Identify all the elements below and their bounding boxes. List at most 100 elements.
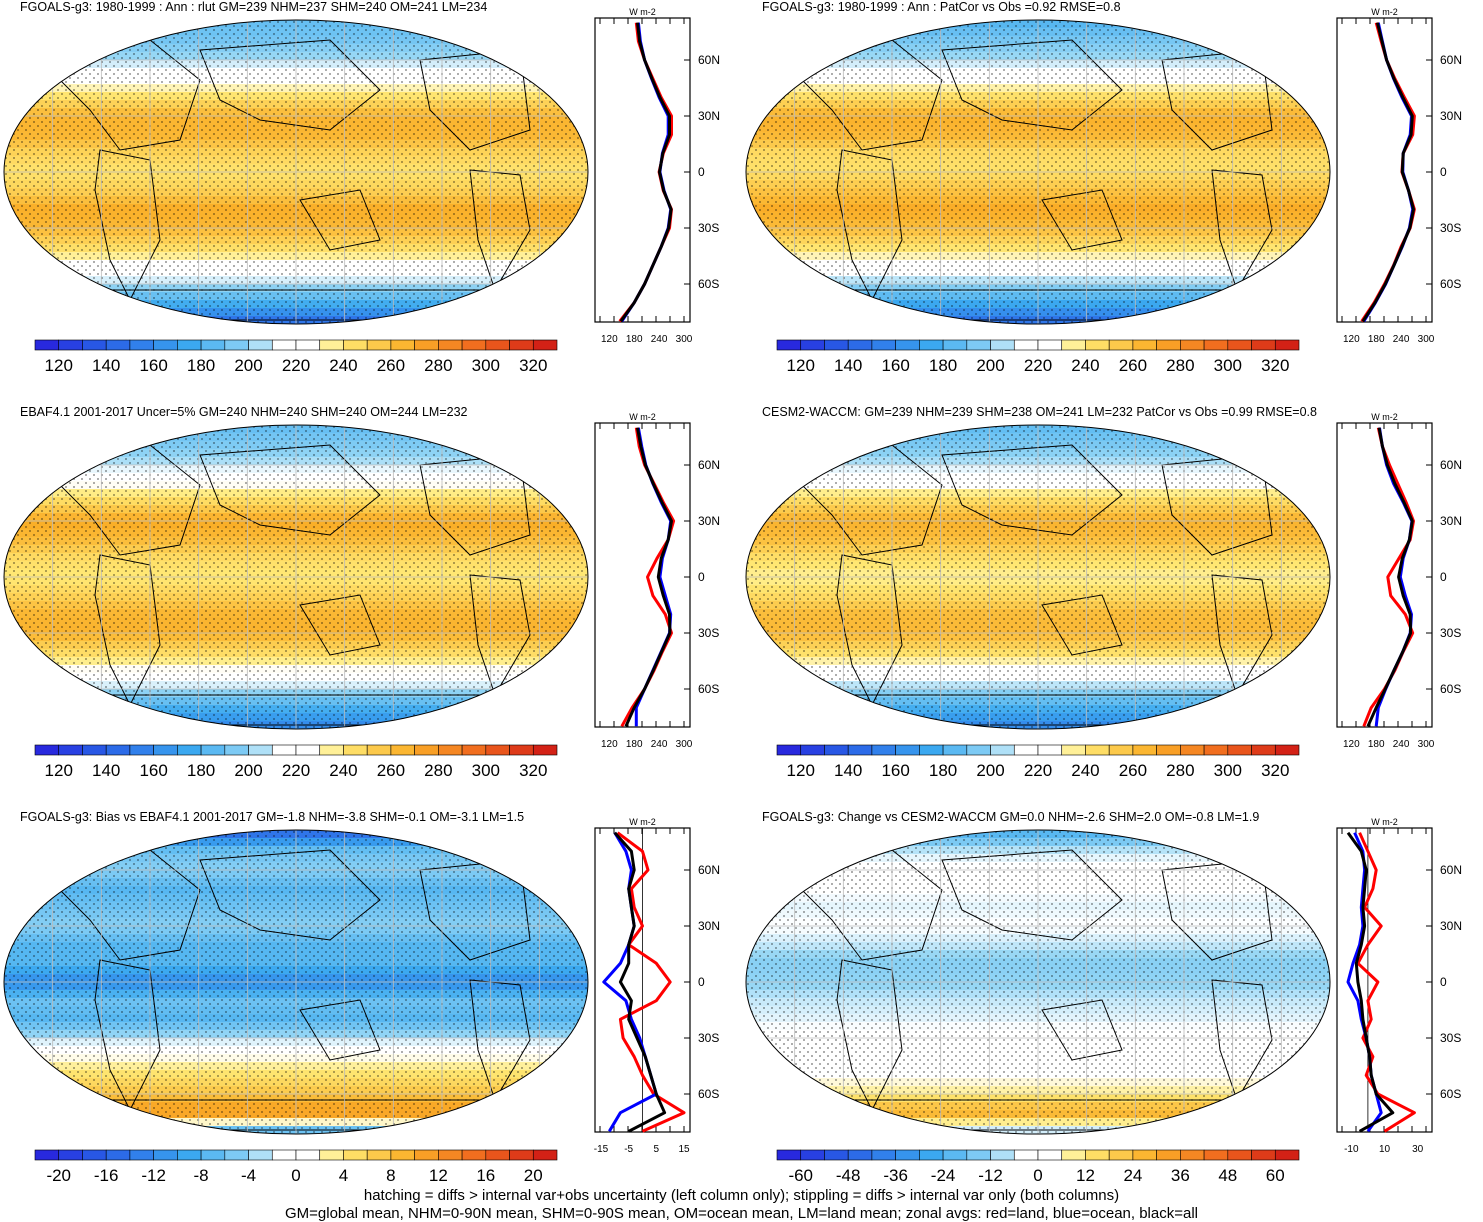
zonal-xtick-label: 300 [676,739,693,750]
zonal-xtick-label: 240 [1393,739,1410,750]
colorbar-box [532,339,558,351]
colorbar-label: -24 [931,1166,956,1185]
panel-figure: 120 140 160 180 200 220 240 260 280 300 320 W m-2 60… [745,412,1462,780]
colorbar-box [776,339,802,351]
panel-title: EBAF4.1 2001-2017 Uncer=5% GM=240 NHM=24… [20,405,468,419]
colorbar-label: -16 [94,1166,119,1185]
colorbar-box [343,744,368,756]
zonal-xtick-label: 5 [654,1144,660,1155]
colorbar-box [1037,339,1063,351]
colorbar-box [966,339,991,351]
colorbar-label: 48 [1218,1166,1237,1185]
continent-outline [199,849,381,941]
zonal-ytick-label: 60N [698,53,720,67]
colorbar-label: 0 [1033,1166,1042,1185]
colorbar-box [129,339,154,351]
colorbar-box [82,339,107,351]
continent-outline [299,999,381,1061]
zonal-xtick-label: 120 [1343,739,1360,750]
map-border [745,19,1331,325]
colorbar-box [438,744,463,756]
colorbar-box [390,339,415,351]
zonal-ytick-label: 30S [698,221,719,235]
colorbar-box [919,744,944,756]
colorbar-box [200,744,226,756]
colorbar-label: 120 [787,356,815,375]
colorbar-label: 120 [45,761,73,780]
zonal-xtick-label: 180 [626,334,643,345]
colorbar-label: 220 [282,761,310,780]
colorbar-box [532,744,558,756]
zonal-ytick-label: 60S [698,682,719,696]
zonal-xtick-label: 240 [651,334,668,345]
colorbar-label: 120 [787,761,815,780]
colorbar-label: 0 [291,1166,300,1185]
colorbar-box [414,1149,439,1161]
zonal-ytick-label: 0 [1440,570,1447,584]
continent-outline [1041,999,1123,1061]
colorbar-box [800,1149,825,1161]
zonal-frame [1336,827,1433,1133]
panel-4: CESM2-WACCM: GM=239 NHM=239 SHM=238 OM=2… [742,405,1482,810]
colorbar-label: 140 [92,356,120,375]
continent-outline [941,849,1123,941]
continent-outline [941,39,1123,131]
zonal-unit-label: W m-2 [1371,7,1398,17]
colorbar-label: 16 [476,1166,495,1185]
colorbar-label: -20 [46,1166,71,1185]
colorbar-box [509,339,534,351]
colorbar-label: -12 [141,1166,166,1185]
panel-title: FGOALS-g3: Change vs CESM2-WACCM GM=0.0 … [762,810,1260,824]
zonal-xtick-label: 180 [1368,739,1385,750]
colorbar-box [1061,744,1086,756]
colorbar-label: 320 [519,356,547,375]
colorbar-box [485,339,510,351]
zonal-series-all [1366,427,1414,727]
zonal-ytick-label: 30N [1440,109,1462,123]
colorbar-box [824,1149,849,1161]
colorbar-box [271,744,297,756]
colorbar-box [438,1149,463,1161]
colorbar-box [82,744,107,756]
map [746,20,1330,324]
colorbar-label: 120 [45,356,73,375]
colorbar-box [224,1149,249,1161]
colorbar-box [1108,1149,1134,1161]
zonal-frame [594,17,691,323]
colorbar-box [1061,339,1086,351]
panel-2: FGOALS-g3: 1980-1999 : Ann : PatCor vs O… [742,0,1482,405]
colorbar-box [295,339,321,351]
map-border [745,829,1331,1135]
colorbar-box [1274,339,1300,351]
colorbar-label: 280 [424,761,452,780]
colorbar-box [871,339,896,351]
zonal-series-all [1346,831,1395,1133]
colorbar-label: -48 [836,1166,861,1185]
colorbar-box [1180,339,1205,351]
colorbar-box [1227,339,1252,351]
colorbar-label: 240 [1071,761,1099,780]
colorbar-label: 220 [1024,761,1052,780]
zonal-xtick-label: 120 [1343,334,1360,345]
colorbar-box [1203,744,1229,756]
colorbar-box [1085,1149,1110,1161]
colorbar-box [1013,339,1039,351]
colorbar-box [461,744,487,756]
colorbar-box [366,1149,392,1161]
colorbar-box [34,339,60,351]
colorbar-box [1013,1149,1039,1161]
zonal-ytick-label: 60S [1440,277,1461,291]
map-border [3,424,589,730]
zonal-unit-label: W m-2 [629,817,656,827]
colorbar-box [319,744,344,756]
colorbar-label: -12 [978,1166,1003,1185]
colorbar-box [366,339,392,351]
colorbar-label: 260 [377,761,405,780]
colorbar-box [990,1149,1015,1161]
colorbar-label: 300 [1214,761,1242,780]
colorbar-label: 12 [429,1166,448,1185]
colorbar-box [942,1149,968,1161]
colorbar-box [105,339,131,351]
colorbar-label: 220 [1024,356,1052,375]
zonal-unit-label: W m-2 [1371,412,1398,422]
